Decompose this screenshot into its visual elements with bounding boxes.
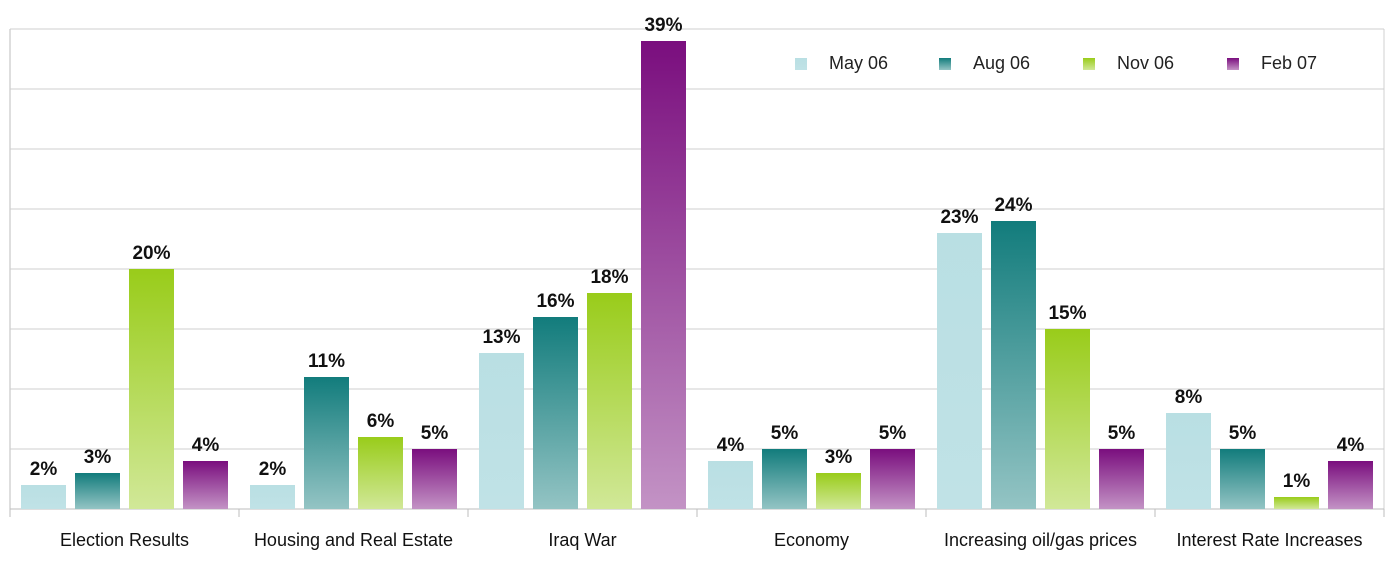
legend-swatch xyxy=(795,58,807,70)
value-label: 15% xyxy=(1048,303,1086,324)
value-label: 5% xyxy=(879,423,907,444)
x-tick-label: Increasing oil/gas prices xyxy=(943,530,1138,550)
value-label: 2% xyxy=(30,459,58,480)
bar xyxy=(708,461,753,509)
x-tick-label: Housing and Real Estate xyxy=(253,530,454,550)
value-label: 8% xyxy=(1175,387,1203,408)
bar xyxy=(870,449,915,509)
bar xyxy=(21,485,66,509)
legend-label: Nov 06 xyxy=(1117,53,1174,73)
legend-label: May 06 xyxy=(829,53,888,73)
bar xyxy=(1099,449,1144,509)
value-label: 13% xyxy=(482,327,520,348)
x-tick-label: Economy xyxy=(773,530,850,550)
value-label: 6% xyxy=(367,411,395,432)
value-label: 11% xyxy=(308,351,345,372)
x-tick-label: Election Results xyxy=(59,530,190,550)
value-label: 39% xyxy=(644,15,682,36)
value-label: 4% xyxy=(192,435,220,456)
bar xyxy=(1274,497,1319,509)
bar xyxy=(183,461,228,509)
x-tick-label: Iraq War xyxy=(548,530,617,550)
value-label: 3% xyxy=(825,447,853,468)
bar xyxy=(1220,449,1265,509)
value-label: 2% xyxy=(259,459,287,480)
x-tick-label: Interest Rate Increases xyxy=(1176,530,1363,550)
bar xyxy=(587,293,632,509)
value-label: 1% xyxy=(1283,471,1311,492)
legend-label: Aug 06 xyxy=(973,53,1030,73)
bar xyxy=(412,449,457,509)
value-label: 3% xyxy=(84,447,112,468)
value-label: 16% xyxy=(536,291,574,312)
value-label: 5% xyxy=(1108,423,1136,444)
bar xyxy=(129,269,174,509)
bar xyxy=(937,233,982,509)
value-label: 18% xyxy=(590,267,628,288)
value-label: 5% xyxy=(771,423,799,444)
bar xyxy=(250,485,295,509)
bar xyxy=(1166,413,1211,509)
bar xyxy=(304,377,349,509)
bar xyxy=(641,41,686,509)
value-label: 24% xyxy=(994,195,1032,216)
legend-swatch xyxy=(939,58,951,70)
value-label: 4% xyxy=(717,435,745,456)
legend-swatch xyxy=(1083,58,1095,70)
bar xyxy=(816,473,861,509)
bar xyxy=(1045,329,1090,509)
bar xyxy=(991,221,1036,509)
value-label: 5% xyxy=(421,423,449,444)
bar xyxy=(479,353,524,509)
legend-label: Feb 07 xyxy=(1261,53,1317,73)
bar xyxy=(762,449,807,509)
value-label: 5% xyxy=(1229,423,1257,444)
value-label: 23% xyxy=(940,207,978,228)
legend-swatch xyxy=(1227,58,1239,70)
value-label: 4% xyxy=(1337,435,1365,456)
bar xyxy=(1328,461,1373,509)
bar xyxy=(358,437,403,509)
bar xyxy=(533,317,578,509)
bar xyxy=(75,473,120,509)
value-label: 20% xyxy=(132,243,170,264)
